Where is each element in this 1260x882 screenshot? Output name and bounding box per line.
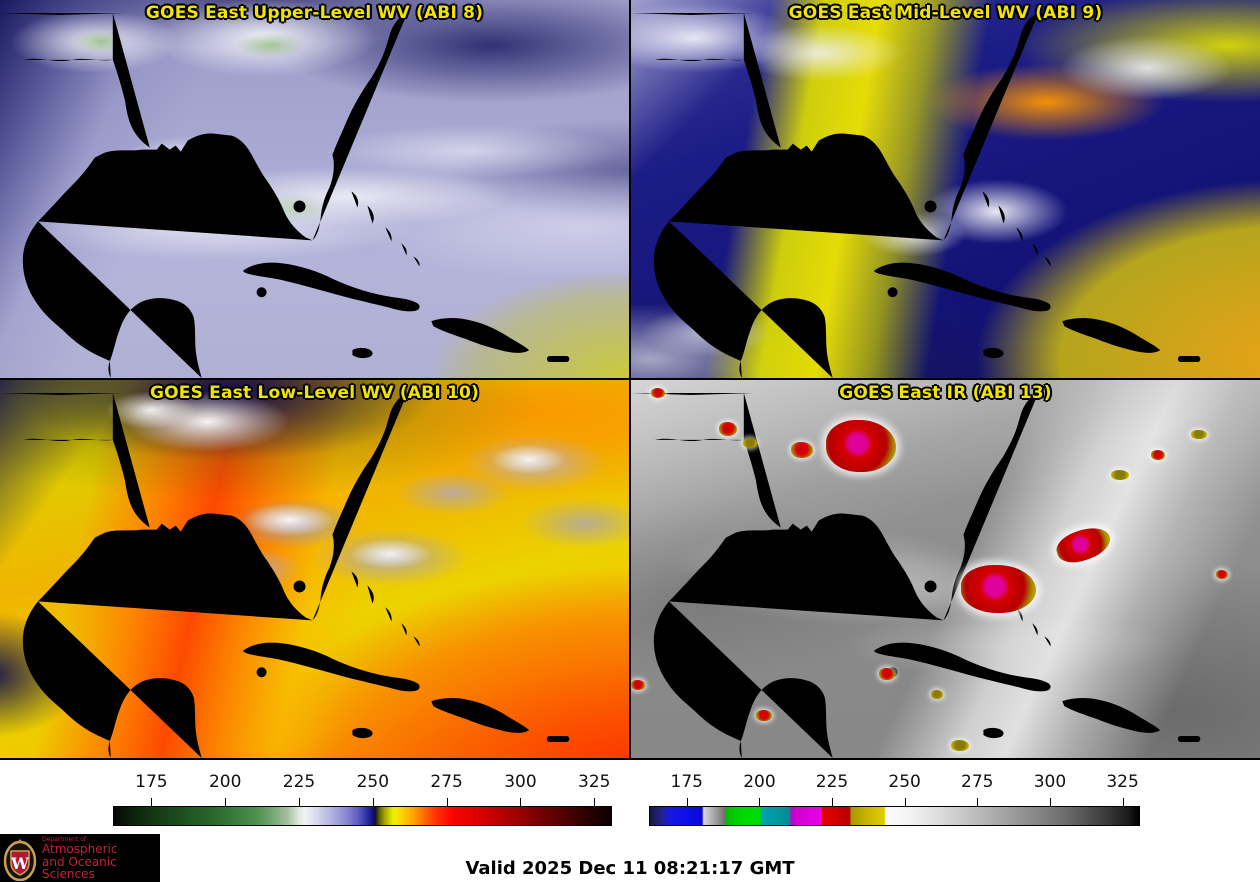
colorbar-tick-mark	[1122, 798, 1124, 806]
convection-dot	[631, 680, 645, 690]
convection-blob	[826, 420, 896, 472]
panel-title-abi10: GOES East Low-Level WV (ABI 10)	[149, 383, 479, 403]
colorbar-tick-mark	[1049, 798, 1051, 806]
panel-low-level-wv: GOES East Low-Level WV (ABI 10)	[0, 380, 629, 758]
ir-colorbar: 175 200 225 250 275 300 325	[649, 760, 1140, 830]
convection-dot	[719, 422, 737, 436]
colorbar-tick-mark	[151, 798, 153, 806]
colorbar-tick-label: 225	[282, 772, 316, 792]
panel-title-abi8: GOES East Upper-Level WV (ABI 8)	[145, 3, 484, 23]
convection-dot	[951, 740, 969, 751]
svg-text:W: W	[10, 854, 30, 873]
logo-name-line2: and Oceanic Sciences	[42, 854, 117, 882]
colorbar-tick-label: 175	[135, 772, 168, 792]
panel-mid-level-wv: GOES East Mid-Level WV (ABI 9)	[631, 0, 1260, 378]
colorbar-tick-mark	[759, 798, 761, 806]
map-overlay	[0, 0, 570, 378]
panel-upper-level-wv: GOES East Upper-Level WV (ABI 8)	[0, 0, 629, 378]
colorbar-tick-mark	[372, 798, 374, 806]
colorbar-tick-mark	[594, 798, 596, 806]
colorbar-tick-label: 250	[888, 772, 921, 792]
convection-dot	[879, 668, 895, 680]
wv-colorbar: 175 200 225 250 275 300 325	[113, 760, 612, 830]
convection-blob	[1052, 521, 1115, 569]
wv-colorbar-gradient	[113, 806, 612, 826]
colorbar-tick-label: 200	[208, 772, 242, 792]
colorbar-tick-mark	[225, 798, 227, 806]
panel-ir: GOES East IR (ABI 13)	[631, 380, 1260, 758]
convection-blob	[961, 565, 1036, 613]
ir-colorbar-gradient	[649, 806, 1140, 826]
logo-dept-line: Department of	[42, 835, 86, 843]
colorbar-tick-label: 250	[356, 772, 390, 792]
convection-dot	[743, 438, 757, 448]
convection-dot	[1111, 470, 1129, 480]
map-overlay	[631, 380, 1201, 758]
colorbar-tick-label: 175	[670, 772, 703, 792]
logo-name-line1: Atmospheric	[42, 842, 118, 857]
colorbar-tick-label: 300	[504, 772, 537, 792]
panel-title-abi9: GOES East Mid-Level WV (ABI 9)	[788, 3, 1103, 23]
colorbar-tick-label: 200	[743, 772, 776, 792]
colorbar-tick-label: 325	[1106, 772, 1139, 792]
uw-crest-icon: W	[3, 839, 37, 881]
convection-dot	[1191, 430, 1207, 439]
convection-dot	[1151, 450, 1165, 460]
convection-dot	[1216, 570, 1228, 579]
convection-dot	[791, 442, 813, 458]
convection-dot	[651, 388, 665, 398]
colorbar-tick-label: 325	[578, 772, 611, 792]
convection-dot	[931, 690, 943, 699]
legend-footer: 175 200 225 250 275 300 325 175 200 225 250 275 300…	[0, 758, 1260, 882]
colorbar-tick-mark	[446, 798, 448, 806]
colorbar-tick-mark	[520, 798, 522, 806]
colorbar-tick-label: 300	[1033, 772, 1067, 792]
convection-dot	[756, 710, 772, 721]
colorbar-tick-mark	[977, 798, 979, 806]
colorbar-tick-mark	[686, 798, 688, 806]
colorbar-tick-mark	[904, 798, 906, 806]
colorbar-tick-label: 275	[961, 772, 994, 792]
panel-title-abi13: GOES East IR (ABI 13)	[839, 383, 1052, 403]
logo-text: Department of Atmospheric and Oceanic Sc…	[42, 835, 160, 882]
colorbar-tick-label: 225	[815, 772, 849, 792]
uw-aos-logo: W Department of Atmospheric and Oceanic …	[0, 834, 160, 882]
valid-timestamp: Valid 2025 Dec 11 08:21:17 GMT	[465, 858, 795, 879]
colorbar-tick-label: 275	[430, 772, 463, 792]
map-overlay	[631, 0, 1201, 378]
colorbar-tick-mark	[832, 798, 834, 806]
satellite-panel-grid: GOES East Upper-Level WV (ABI 8) GOES Ea…	[0, 0, 1260, 758]
colorbar-tick-mark	[299, 798, 301, 806]
map-overlay	[0, 380, 570, 758]
